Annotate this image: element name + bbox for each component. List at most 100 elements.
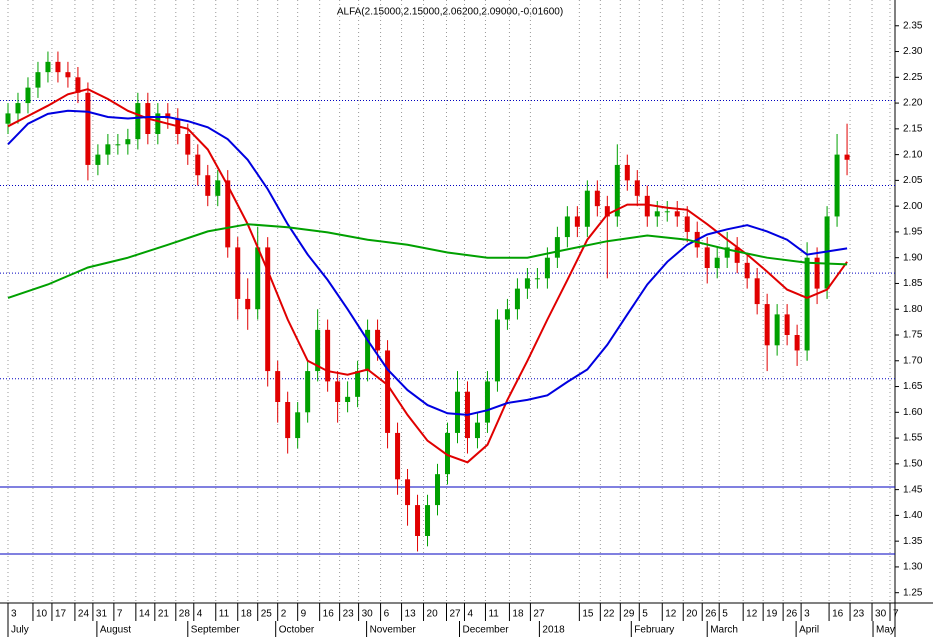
- candle-body: [704, 247, 710, 268]
- candle-body: [445, 432, 450, 475]
- month-label: 2018: [542, 625, 565, 636]
- month-label: July: [11, 625, 29, 636]
- candle-body: [744, 262, 750, 279]
- y-tick-label: 1.85: [903, 278, 923, 289]
- candle-body: [95, 154, 101, 165]
- x-tick-label: 22: [603, 609, 615, 620]
- candle-body: [135, 103, 141, 140]
- y-tick-label: 2.30: [903, 46, 923, 57]
- x-tick-label: 31: [96, 609, 108, 620]
- x-tick-label: 26: [705, 609, 717, 620]
- x-tick-label: 4: [467, 609, 473, 620]
- y-tick-label: 1.50: [903, 458, 923, 469]
- x-tick-label: 11: [488, 609, 499, 620]
- candle-body: [245, 298, 251, 310]
- y-tick-label: 1.70: [903, 355, 923, 366]
- candle-body: [295, 412, 301, 439]
- candle-body: [225, 180, 231, 248]
- moving-average-line: [7, 223, 848, 299]
- candle-body: [205, 175, 211, 196]
- candle-body: [65, 72, 71, 78]
- x-tick-label: 19: [766, 609, 778, 620]
- candle-body: [634, 180, 640, 196]
- candle-body: [654, 211, 660, 217]
- candle-body: [125, 139, 131, 145]
- candle-body: [275, 371, 281, 402]
- candle-body: [734, 247, 740, 263]
- month-label: August: [100, 625, 131, 636]
- candle-body: [375, 329, 381, 351]
- x-tick-label: 27: [533, 609, 545, 620]
- x-tick-label: 10: [36, 609, 48, 620]
- candle-body: [524, 278, 530, 289]
- candle-body: [415, 505, 421, 536]
- candle-body: [215, 180, 221, 196]
- candle-body: [454, 391, 460, 433]
- x-tick-label: 12: [665, 609, 677, 620]
- candle-body: [624, 164, 630, 181]
- x-tick-label: 30: [362, 609, 374, 620]
- candle-body: [614, 164, 620, 217]
- candle-body: [265, 247, 271, 372]
- candle-body: [834, 154, 840, 217]
- candle-body: [315, 329, 321, 372]
- x-tick-label: 29: [623, 609, 635, 620]
- month-label: October: [279, 625, 315, 636]
- candle-body: [584, 190, 590, 227]
- x-tick-label: 12: [746, 609, 758, 620]
- candle-body: [85, 92, 91, 165]
- x-tick-label: 11: [219, 609, 230, 620]
- x-tick-label: 3: [11, 609, 17, 620]
- candle-body: [814, 257, 820, 289]
- x-tick-label: 2: [281, 609, 287, 620]
- candle-body: [45, 61, 51, 73]
- y-tick-label: 1.30: [903, 562, 923, 573]
- candle-body: [774, 314, 780, 346]
- y-tick-label: 2.05: [903, 175, 923, 186]
- candle-body: [395, 432, 401, 480]
- candle-body: [25, 87, 31, 104]
- month-label: February: [634, 625, 674, 636]
- y-tick-label: 1.65: [903, 381, 923, 392]
- candle-body: [724, 247, 730, 258]
- candle-body: [405, 479, 411, 506]
- candle-body: [484, 381, 490, 423]
- y-tick-label: 1.55: [903, 433, 923, 444]
- candle-body: [764, 304, 770, 346]
- month-label: September: [191, 625, 241, 636]
- moving-average-line: [7, 88, 848, 464]
- candle-body: [325, 329, 331, 382]
- y-tick-label: 1.90: [903, 252, 923, 263]
- candle-body: [534, 278, 540, 280]
- chart-title: ALFA(2.15000,2.15000,2.06200,2.09000,-0.…: [337, 7, 563, 18]
- candle-body: [425, 505, 431, 536]
- y-tick-label: 2.20: [903, 98, 923, 109]
- candle-body: [35, 72, 41, 88]
- x-tick-label: 17: [55, 609, 67, 620]
- candle-body: [155, 113, 161, 134]
- y-tick-label: 1.80: [903, 304, 923, 315]
- x-tick-label: 27: [450, 609, 462, 620]
- candle-body: [385, 350, 391, 433]
- candle-body: [75, 77, 81, 93]
- y-tick-label: 1.60: [903, 407, 923, 418]
- x-tick-label: 4: [197, 609, 203, 620]
- candle-body: [794, 335, 800, 351]
- candle-body: [674, 211, 680, 217]
- moving-average-line: [7, 109, 848, 416]
- y-tick-label: 1.45: [903, 484, 923, 495]
- x-tick-label: 18: [241, 609, 253, 620]
- y-tick-label: 1.95: [903, 227, 923, 238]
- candle-body: [5, 113, 11, 124]
- month-label: March: [710, 625, 738, 636]
- candle-body: [714, 257, 720, 268]
- candle-body: [55, 61, 61, 73]
- y-tick-label: 2.00: [903, 201, 923, 212]
- candle-body: [494, 319, 500, 382]
- candle-body: [185, 134, 191, 155]
- y-tick-label: 1.25: [903, 587, 923, 598]
- candle-body: [504, 309, 510, 320]
- candle-body: [195, 154, 201, 176]
- candle-body: [105, 144, 111, 155]
